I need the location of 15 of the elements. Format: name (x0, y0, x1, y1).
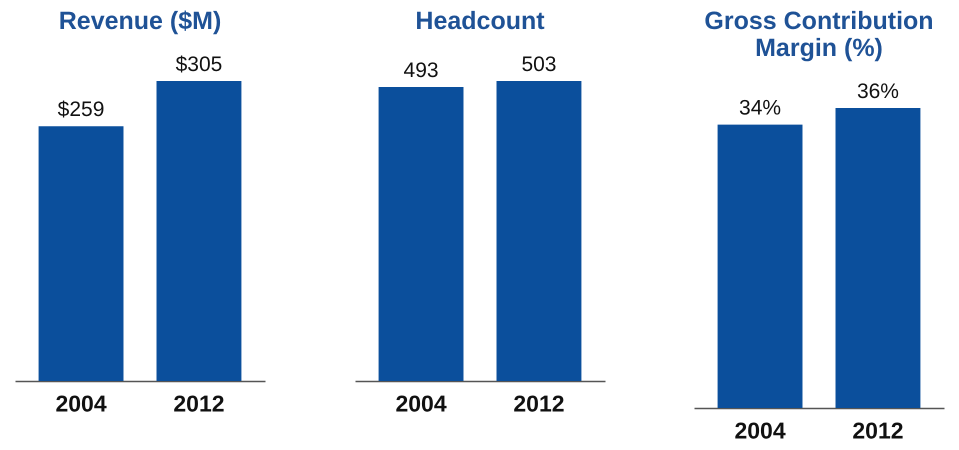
data-label: $305 (176, 53, 222, 76)
data-label: 503 (520, 53, 556, 76)
chart-title: Gross Contribution Margin (%) (704, 7, 934, 62)
x-tick-label: 2004 (734, 418, 786, 444)
x-tick-label: 2004 (55, 390, 107, 416)
data-label: 493 (403, 58, 438, 82)
chart-title: Headcount (414, 7, 545, 35)
x-tick-label: 2004 (394, 390, 446, 416)
data-label: 36% (856, 80, 899, 103)
x-tick-label: 2012 (173, 390, 225, 416)
chart-title: Revenue ($M) (58, 7, 222, 35)
data-label: $259 (58, 98, 104, 122)
x-tick-label: 2012 (512, 390, 564, 416)
data-label: 34% (739, 96, 782, 120)
x-tick-label: 2012 (852, 418, 904, 444)
